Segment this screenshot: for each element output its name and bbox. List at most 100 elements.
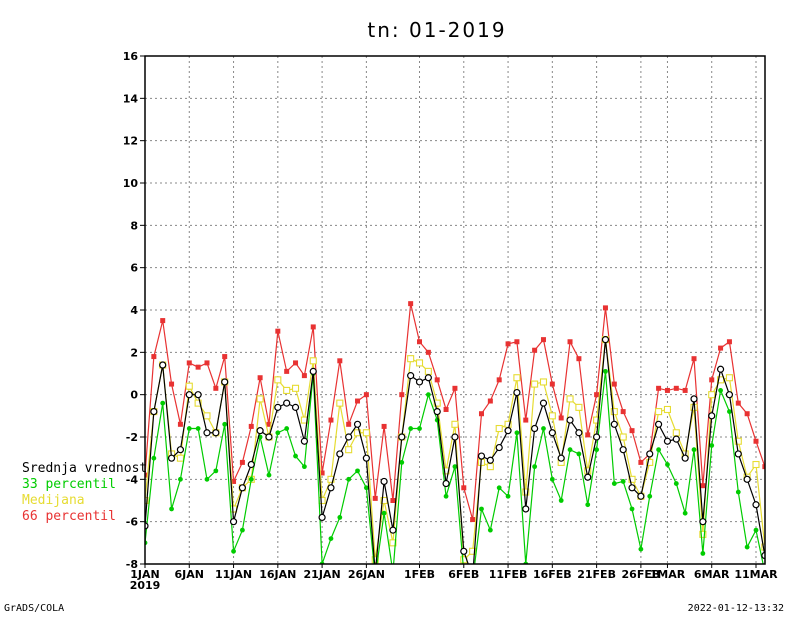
data-point	[239, 459, 245, 465]
plot-frame	[144, 55, 766, 565]
data-point	[424, 367, 432, 375]
data-point	[222, 421, 228, 427]
data-point	[672, 435, 680, 443]
data-point	[415, 359, 424, 367]
data-point	[681, 454, 689, 462]
data-point	[780, 434, 786, 440]
data-point	[663, 405, 671, 414]
data-point	[318, 496, 326, 505]
data-point	[328, 536, 334, 541]
data-point	[337, 358, 343, 364]
data-point	[709, 377, 715, 383]
data-point	[203, 412, 211, 420]
data-point	[646, 450, 654, 458]
data-point	[549, 476, 555, 482]
data-point	[327, 484, 335, 492]
y-tick-label: -6	[126, 516, 139, 529]
data-point	[408, 426, 414, 431]
data-point	[425, 349, 431, 355]
data-point	[673, 385, 679, 391]
data-point	[291, 403, 300, 411]
data-point	[585, 502, 591, 508]
data-point	[549, 381, 555, 387]
data-point	[752, 501, 760, 509]
data-point	[389, 526, 397, 534]
data-point	[248, 423, 254, 429]
series-layer	[145, 301, 786, 564]
data-point	[663, 437, 672, 445]
data-point	[708, 391, 716, 399]
data-point	[336, 450, 344, 458]
data-point	[514, 430, 520, 436]
data-point	[593, 433, 601, 441]
data-point	[355, 468, 360, 474]
data-point	[213, 385, 219, 391]
data-point	[381, 510, 387, 516]
data-point	[452, 385, 458, 391]
data-point	[310, 324, 316, 330]
data-point	[337, 515, 343, 520]
data-point	[540, 337, 546, 343]
data-point	[654, 420, 663, 428]
x-tick-label: 6JAN	[175, 568, 204, 581]
data-point	[762, 464, 765, 470]
footer-left: GrADS/COLA	[4, 603, 65, 614]
data-point	[566, 395, 574, 403]
data-point	[708, 412, 716, 420]
data-point	[486, 463, 494, 471]
data-point	[151, 455, 157, 461]
data-point	[495, 424, 503, 433]
x-tick-label: 21JAN	[304, 568, 341, 581]
data-point	[345, 433, 353, 441]
data-point	[203, 429, 211, 437]
data-point	[557, 454, 565, 462]
data-point	[194, 399, 202, 407]
x-tick-label: 1FEB	[404, 568, 435, 581]
y-tick-label: 8	[130, 219, 138, 232]
data-point	[469, 547, 477, 555]
data-point	[240, 527, 245, 533]
data-point	[266, 472, 272, 478]
data-point	[443, 493, 449, 499]
data-point	[575, 429, 583, 437]
data-point	[656, 385, 662, 391]
data-point	[390, 498, 396, 503]
series-srednja-vrednost	[145, 336, 765, 564]
data-point	[231, 548, 236, 554]
data-point	[424, 374, 432, 382]
data-point	[230, 505, 238, 513]
data-point	[513, 374, 521, 382]
data-point	[451, 433, 459, 441]
data-point	[204, 476, 210, 482]
data-point	[558, 498, 564, 503]
data-point	[718, 345, 724, 351]
data-point	[514, 339, 520, 345]
data-point	[145, 472, 148, 478]
x-tick-label: 11JAN	[215, 568, 252, 581]
data-point	[594, 392, 600, 398]
data-point	[486, 456, 494, 464]
data-point	[238, 484, 247, 492]
x-tick-label: 26JAN	[348, 568, 385, 581]
data-point	[355, 398, 361, 404]
data-point	[177, 421, 183, 427]
data-point	[301, 373, 307, 379]
data-point	[752, 460, 760, 469]
data-point	[372, 495, 378, 501]
data-point	[417, 426, 422, 431]
data-point	[425, 392, 431, 398]
data-point	[531, 424, 539, 433]
series-66-percentil	[145, 301, 765, 523]
data-point	[690, 395, 698, 403]
data-point	[725, 391, 734, 399]
data-point	[585, 432, 591, 438]
data-point	[176, 446, 185, 454]
x-tick-label: 1JAN	[130, 568, 159, 581]
y-tick-label: 14	[123, 92, 139, 105]
data-point	[248, 476, 254, 482]
data-point	[727, 409, 732, 414]
data-point	[300, 437, 308, 445]
data-point	[346, 421, 352, 427]
data-point	[442, 479, 450, 488]
